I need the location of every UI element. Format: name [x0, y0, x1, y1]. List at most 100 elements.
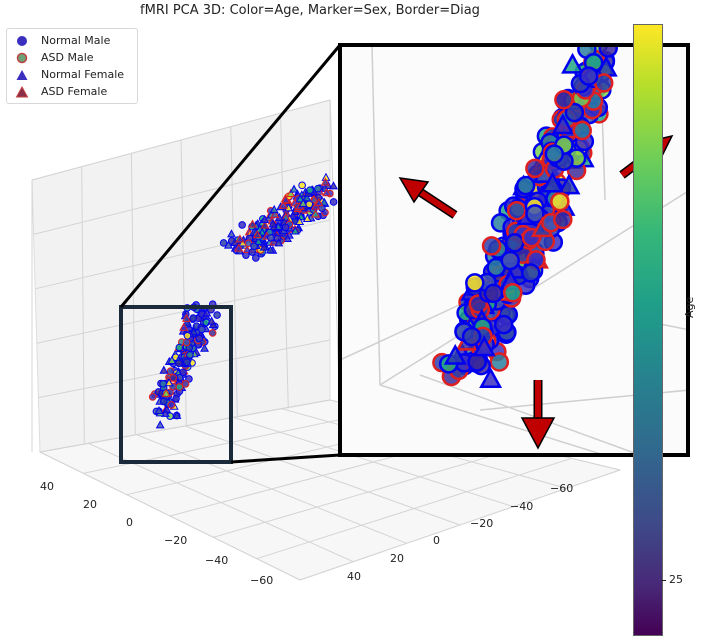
- scatter-point: [520, 263, 541, 283]
- legend-label: Normal Male: [41, 34, 111, 47]
- scatter-point: [155, 420, 165, 429]
- y-tick: 40: [347, 570, 361, 583]
- scatter-point: [541, 171, 564, 193]
- scatter-point: [298, 181, 306, 190]
- scatter-point: [281, 195, 291, 204]
- scatter-point: [159, 397, 168, 406]
- scatter-point: [493, 314, 514, 335]
- scatter-point: [182, 338, 191, 347]
- y-tick: −20: [470, 517, 494, 530]
- y-tick: 0: [433, 534, 440, 547]
- scatter-point: [244, 239, 253, 248]
- scatter-point: [259, 242, 269, 251]
- scatter-point: [167, 401, 176, 409]
- circle-marker-icon: [17, 36, 27, 46]
- scatter-point: [551, 113, 575, 135]
- grid-line: [81, 166, 85, 444]
- scatter-point: [314, 197, 324, 207]
- scatter-point: [269, 204, 279, 214]
- scatter-point: [219, 239, 228, 247]
- scatter-point: [295, 194, 305, 203]
- scatter-point: [500, 250, 520, 271]
- scatter-point: [213, 311, 221, 319]
- scatter-point: [252, 254, 260, 262]
- scatter-point: [506, 201, 527, 221]
- grid-line: [33, 159, 331, 235]
- grid-line: [280, 113, 289, 409]
- scatter-point: [207, 316, 217, 325]
- scatter-point: [250, 242, 258, 251]
- scatter-point: [254, 236, 263, 245]
- scatter-point: [235, 234, 245, 243]
- scatter-point: [564, 102, 585, 123]
- scatter-point: [504, 233, 525, 253]
- scatter-point: [270, 209, 280, 218]
- scatter-point: [578, 66, 599, 86]
- scatter-point: [252, 229, 262, 239]
- scatter-point: [227, 229, 236, 238]
- scatter-point: [489, 352, 510, 372]
- scatter-point: [208, 329, 217, 337]
- zoom-region-box: [119, 305, 233, 464]
- colorbar-tick: 25: [669, 573, 683, 586]
- circle-marker-icon: [16, 52, 28, 64]
- scatter-point: [306, 186, 314, 194]
- x-tick: −40: [205, 554, 229, 567]
- scatter-point: [544, 144, 565, 164]
- scatter-point: [198, 325, 206, 334]
- scatter-point: [223, 240, 233, 249]
- scatter-point: [309, 194, 319, 203]
- x-tick: 20: [83, 498, 97, 511]
- scatter-point: [238, 221, 246, 229]
- legend-label: ASD Female: [41, 85, 108, 98]
- scatter-point: [175, 383, 184, 391]
- scatter-point: [161, 388, 171, 397]
- scatter-point: [298, 198, 308, 207]
- scatter-point: [561, 52, 585, 74]
- zoom-connector-bottom: [230, 453, 341, 464]
- scatter-point: [319, 197, 329, 206]
- scatter-point: [329, 181, 338, 190]
- triangle-marker-icon: [15, 86, 29, 98]
- scatter-point: [483, 283, 504, 304]
- scatter-point: [322, 188, 332, 197]
- scatter-point: [159, 365, 169, 374]
- scatter-point: [465, 273, 485, 293]
- legend-label: Normal Female: [41, 68, 125, 81]
- scatter-point: [481, 236, 502, 256]
- y-tick: −40: [510, 500, 534, 513]
- scatter-point: [195, 334, 204, 343]
- scatter-point: [175, 359, 183, 368]
- scatter-point: [443, 343, 467, 365]
- scatter-point: [267, 233, 275, 242]
- scatter-point: [557, 173, 581, 195]
- scatter-point: [593, 22, 610, 39]
- scatter-point: [320, 177, 330, 186]
- legend: Normal Male ASD Male Normal Female ASD F…: [6, 28, 138, 104]
- zoom-connector-top: [119, 44, 342, 308]
- x-tick: 40: [40, 480, 54, 493]
- scatter-point: [172, 394, 180, 403]
- grid-line: [329, 100, 340, 400]
- scatter-point: [154, 405, 164, 415]
- colorbar-tick-mark: [661, 580, 666, 581]
- arrow-up-left: [398, 177, 458, 219]
- arrow-down: [520, 380, 556, 450]
- inset-scatter-points: [432, 22, 618, 389]
- grid-line: [31, 99, 331, 181]
- scatter-point: [525, 158, 545, 179]
- scatter-point: [314, 184, 322, 193]
- inset-frame: [338, 43, 690, 457]
- colorbar-label: Age: [683, 296, 696, 318]
- scatter-point: [238, 238, 248, 247]
- scatter-point: [175, 343, 184, 352]
- scatter-point: [200, 343, 209, 352]
- scatter-point: [302, 213, 312, 222]
- scatter-point: [164, 378, 174, 387]
- scatter-point: [311, 209, 321, 218]
- triangle-marker-icon: [16, 70, 28, 80]
- scatter-point: [172, 410, 182, 419]
- x-tick: −60: [250, 574, 274, 587]
- x-tick: 0: [126, 516, 133, 529]
